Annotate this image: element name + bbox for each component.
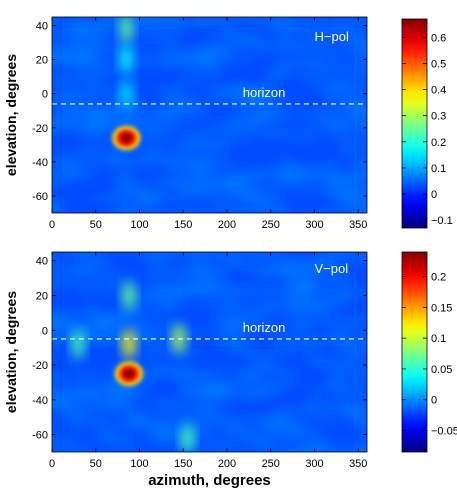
x-tick-label: 150 <box>174 219 192 231</box>
colorbar-tick-label: 0.15 <box>431 302 452 314</box>
colorbar-tick-label: 0 <box>431 189 437 201</box>
x-tick-label: 200 <box>218 219 236 231</box>
heatmap-feature <box>72 329 85 359</box>
y-tick-label: -20 <box>32 123 48 135</box>
y-tick-label: -60 <box>32 191 48 203</box>
heatmap-feature <box>122 329 136 359</box>
plot-area <box>52 252 367 452</box>
heatmap-feature <box>122 280 136 311</box>
x-tick-label: 250 <box>262 458 280 470</box>
colorbar-tick-label: 0.2 <box>431 137 446 149</box>
colorbar: −0.1 0 0.1 0.2 0.3 0.4 0.5 0.6 <box>401 18 453 229</box>
colorbar-tick-label: 0.2 <box>431 272 446 284</box>
x-tick-label: 350 <box>349 219 367 231</box>
colorbar-tick-label: 0 <box>431 395 437 407</box>
y-tick-label: -60 <box>32 430 48 442</box>
y-tick-label: 40 <box>36 21 48 33</box>
heatmap-feature <box>120 17 133 44</box>
y-axis: -60 -40 -20 0 20 40 <box>32 256 367 442</box>
colorbar-tick-label: 0.1 <box>431 163 446 175</box>
plot-frame <box>51 16 368 214</box>
heatmap-feature <box>120 45 133 74</box>
colorbar-tick-label: 0.05 <box>431 364 452 376</box>
heatmap-panel-vpol: 0 50 100 150 200 250 300 350 -60 -40 -20 0 20 40 ele… <box>0 245 457 491</box>
y-axis: -60 -40 -20 0 20 40 <box>32 21 367 203</box>
heatmap-texture <box>52 252 367 452</box>
y-tick-label: 0 <box>42 89 48 101</box>
heatmap-peak-layer <box>124 369 134 379</box>
x-axis: 0 50 100 150 200 250 300 350 <box>49 17 367 231</box>
x-axis: 0 50 100 150 200 250 300 350 <box>49 252 367 470</box>
x-tick-label: 300 <box>305 219 323 231</box>
y-tick-label: 0 <box>42 325 48 337</box>
horizon-label: horizon <box>243 85 286 100</box>
y-axis-label: elevation, degrees <box>3 291 19 413</box>
heatmap-panel-hpol: 0 50 100 150 200 250 300 350 -60 -40 -20 0 20 40 ele… <box>0 0 457 245</box>
colorbar: −0.05 0 0.05 0.1 0.15 0.2 <box>401 251 457 453</box>
horizon-label: horizon <box>243 320 286 335</box>
plot-frame <box>51 251 368 453</box>
y-tick-label: 40 <box>36 256 48 268</box>
polarization-label: V−pol <box>315 261 349 276</box>
y-tick-label: 20 <box>36 290 48 302</box>
x-tick-label: 200 <box>218 458 236 470</box>
plot-area <box>52 17 367 213</box>
y-tick-label: -40 <box>32 157 48 169</box>
heatmap-hpol-chart: 0 50 100 150 200 250 300 350 -60 -40 -20 0 20 40 ele… <box>3 16 453 231</box>
x-tick-label: 150 <box>174 458 192 470</box>
x-tick-label: 0 <box>49 458 55 470</box>
x-tick-label: 100 <box>130 219 148 231</box>
heatmap-feature <box>181 423 194 452</box>
x-tick-label: 50 <box>90 458 102 470</box>
colorbar-gradient <box>401 251 428 453</box>
y-tick-label: -20 <box>32 360 48 372</box>
x-tick-label: 250 <box>262 219 280 231</box>
colorbar-tick-label: 0.5 <box>431 58 446 70</box>
x-tick-label: 350 <box>349 458 367 470</box>
heatmap-feature <box>120 79 133 109</box>
heatmap-peak-layer <box>121 133 132 143</box>
colorbar-tick-label: −0.05 <box>431 425 457 437</box>
y-axis-label: elevation, degrees <box>3 54 19 176</box>
heatmap-vpol-chart: 0 50 100 150 200 250 300 350 -60 -40 -20 0 20 40 ele… <box>3 251 457 489</box>
colorbar-tick-label: 0.3 <box>431 111 446 123</box>
colorbar-gradient <box>401 18 428 229</box>
y-tick-label: -40 <box>32 395 48 407</box>
heatmap-texture <box>52 17 367 213</box>
colorbar-tick-label: −0.1 <box>431 215 453 227</box>
x-tick-label: 0 <box>49 219 55 231</box>
y-tick-label: 20 <box>36 55 48 67</box>
x-tick-label: 100 <box>130 458 148 470</box>
colorbar-tick-label: 0.1 <box>431 333 446 345</box>
x-tick-label: 50 <box>90 219 102 231</box>
x-tick-label: 300 <box>305 458 323 470</box>
x-axis-label: azimuth, degrees <box>148 472 271 489</box>
polarization-label: H−pol <box>315 29 349 44</box>
heatmap-feature <box>120 164 133 194</box>
colorbar-tick-label: 0.6 <box>431 32 446 44</box>
colorbar-tick-label: 0.4 <box>431 85 446 97</box>
